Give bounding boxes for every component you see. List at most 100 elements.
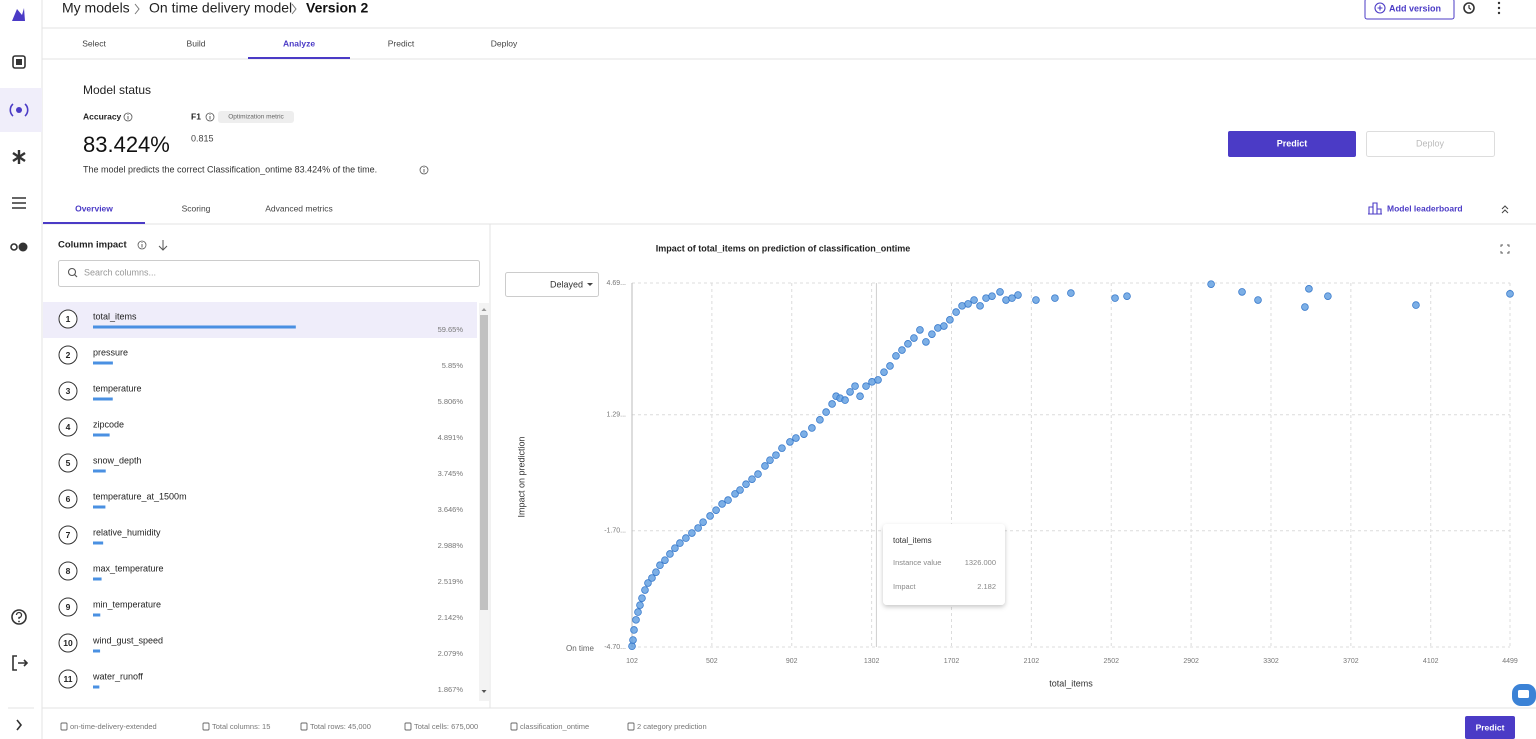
point[interactable]: [922, 338, 930, 346]
breadcrumb-link[interactable]: On time delivery model: [149, 0, 292, 16]
point[interactable]: [688, 529, 696, 537]
point[interactable]: [718, 500, 726, 508]
point[interactable]: [886, 362, 894, 370]
point[interactable]: [898, 346, 906, 354]
subtab[interactable]: Scoring: [182, 203, 211, 213]
point[interactable]: [1111, 294, 1119, 302]
history-icon[interactable]: [1463, 2, 1475, 14]
point[interactable]: [1238, 288, 1246, 296]
point[interactable]: [964, 300, 972, 308]
column-name[interactable]: total_items: [93, 311, 137, 321]
point[interactable]: [731, 490, 739, 498]
point[interactable]: [952, 308, 960, 316]
class-dropdown[interactable]: [505, 272, 599, 297]
point[interactable]: [1506, 290, 1514, 298]
point[interactable]: [656, 561, 664, 570]
tab[interactable]: Predict: [388, 38, 415, 48]
button-frame[interactable]: [1364, 0, 1455, 20]
point[interactable]: [1014, 291, 1022, 299]
point[interactable]: [841, 396, 849, 404]
nav-icon-help[interactable]: [11, 609, 27, 625]
point[interactable]: [1207, 280, 1215, 288]
point[interactable]: [970, 296, 978, 304]
point[interactable]: [1305, 285, 1313, 293]
point[interactable]: [822, 408, 830, 416]
info-icon[interactable]: [123, 112, 133, 122]
point[interactable]: [644, 579, 652, 587]
point[interactable]: [856, 392, 864, 400]
point[interactable]: [800, 430, 808, 438]
point[interactable]: [988, 292, 996, 300]
point[interactable]: [828, 400, 836, 408]
point[interactable]: [641, 586, 649, 594]
point[interactable]: [736, 486, 744, 494]
point[interactable]: [1008, 294, 1016, 302]
point[interactable]: [652, 568, 660, 576]
point[interactable]: [862, 382, 870, 390]
tab[interactable]: Deploy: [491, 38, 518, 48]
column-name[interactable]: wind_gust_speed: [92, 635, 163, 645]
point[interactable]: [916, 326, 924, 334]
info-icon[interactable]: [137, 240, 147, 250]
point[interactable]: [661, 556, 669, 564]
point[interactable]: [1412, 301, 1420, 309]
expand-icon[interactable]: [1500, 244, 1510, 254]
point[interactable]: [742, 480, 750, 488]
point[interactable]: [694, 524, 702, 532]
button-label[interactable]: Add version: [1389, 3, 1441, 13]
point[interactable]: [648, 574, 656, 582]
dropdown-label[interactable]: Delayed: [550, 279, 583, 289]
point[interactable]: [761, 462, 769, 470]
point[interactable]: [1123, 292, 1131, 300]
search-placeholder[interactable]: Search columns...: [84, 267, 156, 277]
point[interactable]: [880, 368, 888, 376]
point[interactable]: [766, 456, 774, 464]
tab[interactable]: Select: [82, 38, 106, 48]
point[interactable]: [772, 451, 780, 459]
point[interactable]: [976, 302, 984, 310]
point[interactable]: [671, 544, 679, 552]
point[interactable]: [699, 518, 707, 526]
point[interactable]: [682, 534, 690, 542]
point[interactable]: [706, 512, 714, 520]
point[interactable]: [792, 434, 800, 442]
tab[interactable]: Analyze: [283, 38, 315, 48]
deploy-button[interactable]: [1366, 131, 1495, 157]
point[interactable]: [748, 475, 756, 483]
tab[interactable]: Build: [187, 38, 206, 48]
point[interactable]: [874, 376, 882, 384]
point[interactable]: [846, 388, 854, 396]
point[interactable]: [630, 626, 638, 634]
column-name[interactable]: pressure: [93, 347, 128, 357]
breadcrumb-link[interactable]: My models: [62, 0, 130, 16]
point[interactable]: [1067, 289, 1075, 297]
point[interactable]: [946, 316, 954, 324]
point[interactable]: [816, 416, 824, 424]
point[interactable]: [676, 539, 684, 547]
column-name[interactable]: snow_depth: [93, 455, 142, 465]
point[interactable]: [940, 322, 948, 330]
sort-icon[interactable]: [158, 240, 168, 251]
column-name[interactable]: min_temperature: [93, 599, 161, 609]
scrollbar-thumb[interactable]: [480, 315, 488, 610]
nav-icon-toggle[interactable]: [10, 242, 28, 252]
column-name[interactable]: water_runoff: [92, 671, 143, 681]
nav-icon-chip[interactable]: [12, 55, 26, 69]
nav-icon-models[interactable]: [9, 103, 29, 117]
predict-button[interactable]: [1228, 131, 1356, 157]
scroll-down[interactable]: [481, 690, 487, 693]
point[interactable]: [1254, 296, 1262, 304]
column-name[interactable]: zipcode: [93, 419, 124, 429]
column-name[interactable]: temperature: [93, 383, 142, 393]
scroll-up[interactable]: [481, 308, 487, 311]
point[interactable]: [1051, 294, 1059, 302]
footer-predict-button[interactable]: [1465, 716, 1515, 739]
button-label[interactable]: Predict: [1277, 138, 1308, 148]
point[interactable]: [778, 444, 786, 452]
point[interactable]: [666, 550, 674, 558]
nav-expand[interactable]: [16, 719, 23, 731]
add-version-button[interactable]: Add version: [1364, 0, 1455, 20]
point[interactable]: [1324, 292, 1332, 300]
info-icon[interactable]: [205, 112, 215, 122]
point[interactable]: [851, 382, 859, 390]
